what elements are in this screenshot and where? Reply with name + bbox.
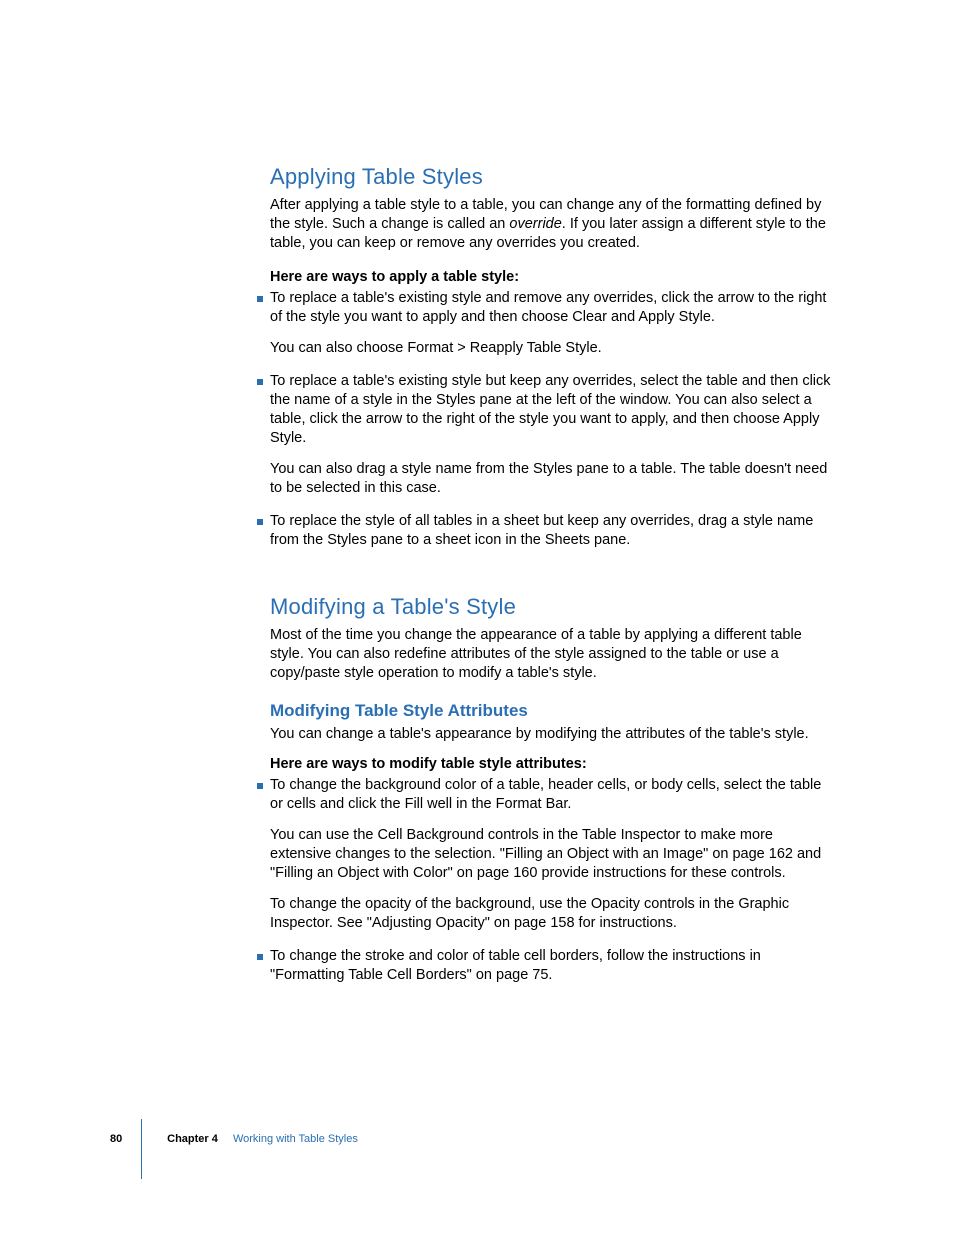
bullet-extra: You can use the Cell Background controls… — [270, 826, 835, 883]
section2-bullet-list: To change the background color of a tabl… — [270, 776, 835, 985]
bullet-extra: You can also choose Format > Reapply Tab… — [270, 339, 835, 358]
page-number: 80 — [110, 1133, 138, 1145]
section1-lead: Here are ways to apply a table style: — [270, 269, 835, 285]
subsection-lead: Here are ways to modify table style attr… — [270, 756, 835, 772]
bullet-text: To change the background color of a tabl… — [270, 777, 821, 812]
bullet-extra: You can also drag a style name from the … — [270, 460, 835, 498]
list-item: To change the background color of a tabl… — [270, 776, 835, 933]
bullet-text: To change the stroke and color of table … — [270, 948, 761, 983]
section-title-modifying: Modifying a Table's Style — [270, 594, 835, 620]
bullet-text: To replace the style of all tables in a … — [270, 513, 813, 548]
chapter-label: Chapter 4 — [167, 1133, 218, 1145]
page-footer: 80 Chapter 4 Working with Table Styles — [110, 1109, 830, 1169]
section1-intro: After applying a table style to a table,… — [270, 196, 835, 253]
chapter-title: Working with Table Styles — [233, 1133, 358, 1145]
section2-intro: Most of the time you change the appearan… — [270, 626, 835, 683]
list-item: To replace a table's existing style but … — [270, 372, 835, 498]
bullet-text: To replace a table's existing style and … — [270, 290, 826, 325]
list-item: To change the stroke and color of table … — [270, 947, 835, 985]
intro-override-term: override — [509, 216, 561, 232]
section1-bullet-list: To replace a table's existing style and … — [270, 289, 835, 550]
bullet-text: To replace a table's existing style but … — [270, 373, 831, 446]
page-content: Applying Table Styles After applying a t… — [270, 164, 835, 999]
section-spacer — [270, 564, 835, 594]
bullet-extra: To change the opacity of the background,… — [270, 895, 835, 933]
list-item: To replace a table's existing style and … — [270, 289, 835, 358]
subsection-title-attributes: Modifying Table Style Attributes — [270, 701, 835, 721]
list-item: To replace the style of all tables in a … — [270, 512, 835, 550]
section-title-applying: Applying Table Styles — [270, 164, 835, 190]
subsection-intro: You can change a table's appearance by m… — [270, 725, 835, 744]
footer-separator — [141, 1119, 142, 1179]
